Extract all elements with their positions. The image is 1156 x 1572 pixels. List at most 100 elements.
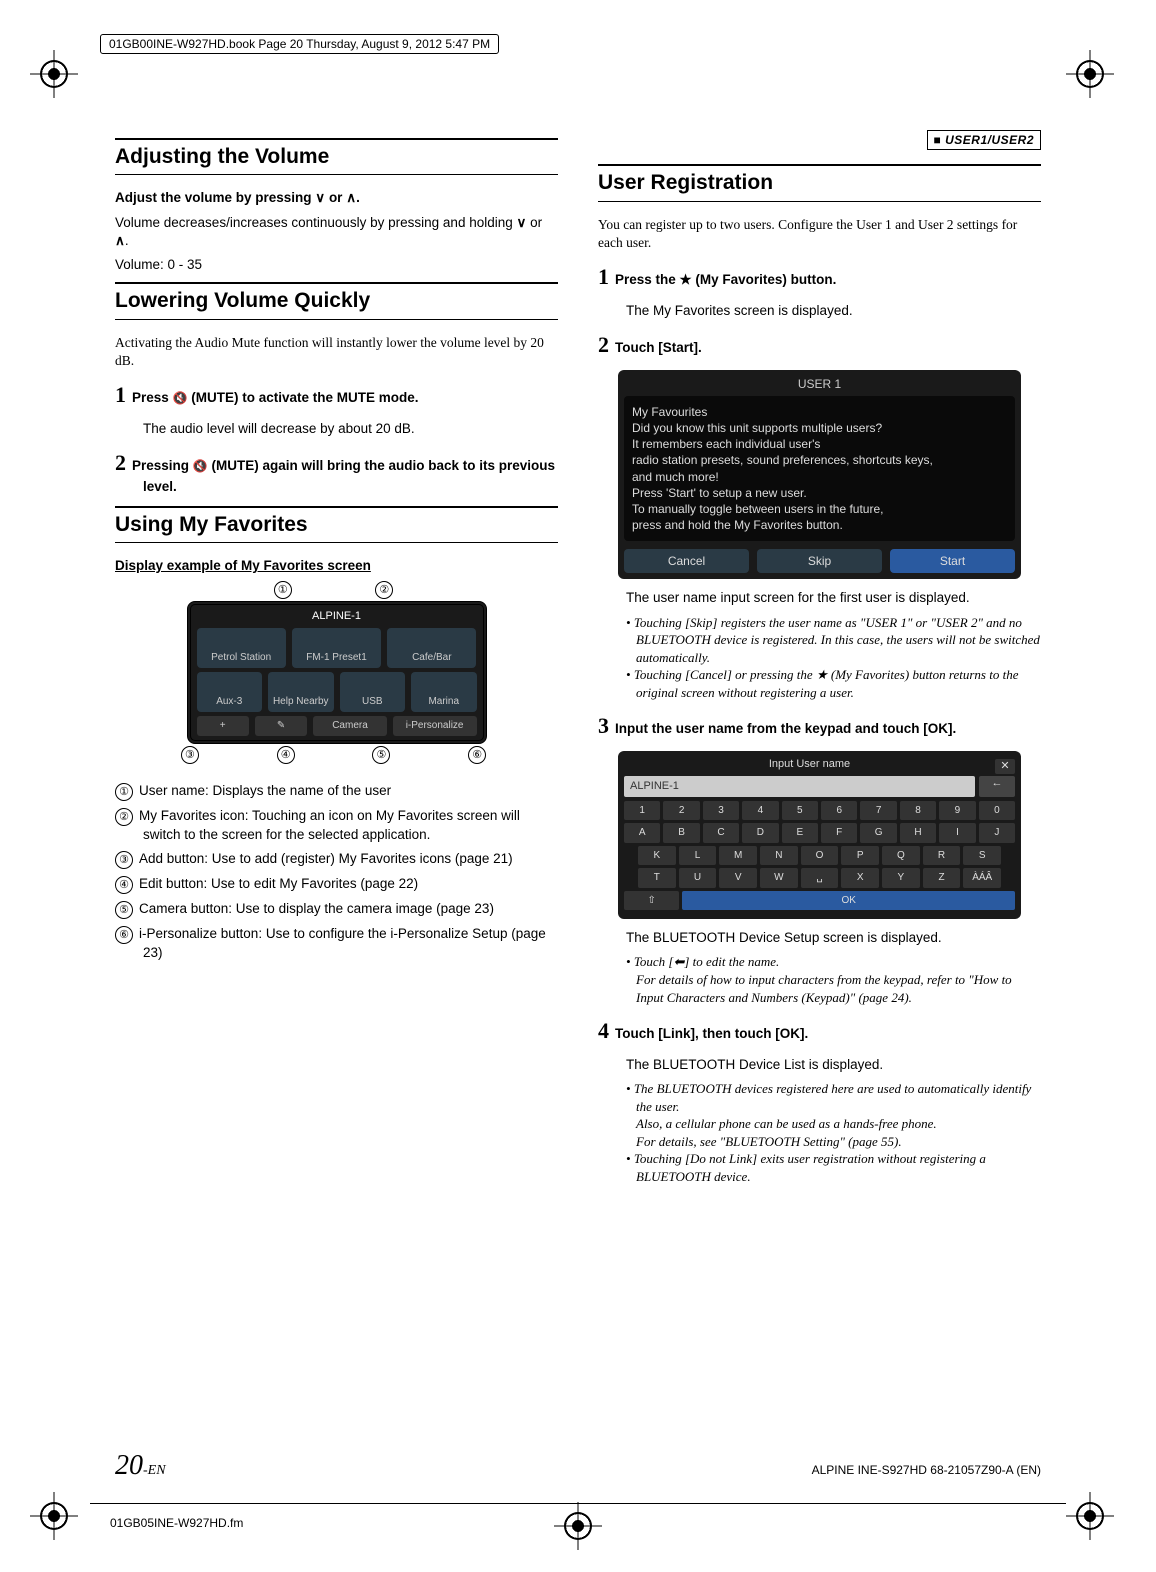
keypad-row: TUVW␣XYZÀÁÂ <box>624 868 1015 888</box>
volume-instruction: Adjust the volume by pressing or . <box>115 189 558 207</box>
add-button: + <box>197 716 249 736</box>
volume-up-icon <box>346 190 356 205</box>
arrow-left-icon <box>673 954 684 969</box>
user1-dialog: USER 1 My Favourites Did you know this u… <box>618 370 1021 580</box>
key: 1 <box>624 801 660 821</box>
fav-row: Aux-3 Help Nearby USB Marina <box>197 672 477 712</box>
start-button: Start <box>890 549 1015 573</box>
skip-button: Skip <box>757 549 882 573</box>
fav-tile: FM-1 Preset1 <box>292 628 381 668</box>
page-number: 20-EN <box>115 1450 166 1482</box>
dialog-buttons: Cancel Skip Start <box>624 549 1015 573</box>
bt-note-1: • The BLUETOOTH devices registered here … <box>626 1080 1041 1150</box>
callout-item-6: ⑥i-Personalize button: Use to configure … <box>115 925 558 962</box>
dialog-line: and much more! <box>632 469 1007 485</box>
key: 5 <box>782 801 818 821</box>
callout-item-5: ⑤Camera button: Use to display the camer… <box>115 900 558 919</box>
key: B <box>663 823 699 843</box>
key: I <box>939 823 975 843</box>
keypad-input-row: ALPINE-1 ← <box>624 776 1015 797</box>
section-my-favorites: Using My Favorites <box>115 506 558 543</box>
favorites-screenshot: ALPINE-1 Petrol Station FM-1 Preset1 Caf… <box>187 601 487 743</box>
fav-tile: Petrol Station <box>197 628 286 668</box>
reg-step-1: 1Press the (My Favorites) button. <box>598 262 1041 292</box>
callout-item-2: ②My Favorites icon: Touching an icon on … <box>115 807 558 844</box>
volume-down-icon <box>517 215 527 230</box>
dialog-line: Press 'Start' to setup a new user. <box>632 485 1007 501</box>
key: W <box>760 868 798 888</box>
favorites-star-icon <box>680 272 692 287</box>
skip-note: • Touching [Skip] registers the user nam… <box>626 614 1041 667</box>
key: E <box>782 823 818 843</box>
user-tag: ■ USER1/USER2 <box>927 130 1041 150</box>
key: F <box>821 823 857 843</box>
mute-icon <box>173 390 188 405</box>
bt-note-2: • Touching [Do not Link] exits user regi… <box>626 1150 1041 1185</box>
key: A <box>624 823 660 843</box>
reg-step-2-sub: The user name input screen for the first… <box>626 589 1041 607</box>
keypad-dialog: Input User name ✕ ALPINE-1 ← 1234567890 … <box>618 751 1021 919</box>
fav-username: ALPINE-1 <box>197 609 477 624</box>
fav-tile: Cafe/Bar <box>387 628 476 668</box>
close-icon: ✕ <box>995 759 1015 774</box>
username-input: ALPINE-1 <box>624 776 975 797</box>
dialog-body: My Favourites Did you know this unit sup… <box>624 396 1015 542</box>
key: G <box>860 823 896 843</box>
favorites-star-icon <box>816 667 828 682</box>
reg-step-1-sub: The My Favorites screen is displayed. <box>626 302 1041 320</box>
callout-row-bottom: ③ ④ ⑤ ⑥ <box>145 746 528 764</box>
volume-hold-note: Volume decreases/increases continuously … <box>115 214 558 250</box>
key: ÀÁÂ <box>963 868 1001 888</box>
key: S <box>963 846 1001 866</box>
key: P <box>841 846 879 866</box>
dialog-line: It remembers each individual user's <box>632 436 1007 452</box>
key: T <box>638 868 676 888</box>
key: V <box>719 868 757 888</box>
backspace-icon: ← <box>979 776 1015 797</box>
volume-up-icon <box>115 233 125 248</box>
key: H <box>900 823 936 843</box>
reg-step-2: 2Touch [Start]. <box>598 330 1041 360</box>
key: 9 <box>939 801 975 821</box>
key: 3 <box>703 801 739 821</box>
dialog-line: press and hold the My Favorites button. <box>632 517 1007 533</box>
key: X <box>841 868 879 888</box>
keypad-title: Input User name <box>624 757 995 772</box>
section-lowering-volume: Lowering Volume Quickly <box>115 282 558 319</box>
key: M <box>719 846 757 866</box>
dialog-line: radio station presets, sound preferences… <box>632 452 1007 468</box>
cancel-note: • Touching [Cancel] or pressing the (My … <box>626 666 1041 701</box>
dialog-title: USER 1 <box>624 376 1015 392</box>
header-stamp: 01GB00INE-W927HD.book Page 20 Thursday, … <box>100 34 499 54</box>
mute-intro: Activating the Audio Mute function will … <box>115 334 558 370</box>
document-id: ALPINE INE-S927HD 68-21057Z90-A (EN) <box>812 1463 1041 1477</box>
reg-step-3: 3Input the user name from the keypad and… <box>598 711 1041 741</box>
dialog-line: Did you know this unit supports multiple… <box>632 420 1007 436</box>
crop-mark <box>1076 60 1116 100</box>
keypad-row: ⇧ OK <box>624 891 1015 911</box>
key: Z <box>923 868 961 888</box>
key: N <box>760 846 798 866</box>
mute-icon <box>193 458 208 473</box>
key-space: ␣ <box>801 868 839 888</box>
registration-intro: You can register up to two users. Config… <box>598 216 1041 252</box>
volume-down-icon <box>315 190 325 205</box>
key: 7 <box>860 801 896 821</box>
key: Q <box>882 846 920 866</box>
fav-tile: Marina <box>411 672 477 712</box>
dialog-line: To manually toggle between users in the … <box>632 501 1007 517</box>
fav-bottom-row: + ✎ Camera i-Personalize <box>197 716 477 736</box>
keypad-row: KLMNOPQRS <box>624 846 1015 866</box>
key: L <box>679 846 717 866</box>
favorites-caption: Display example of My Favorites screen <box>115 557 558 575</box>
section-user-registration: User Registration <box>598 164 1041 201</box>
mute-step-1: 1Press (MUTE) to activate the MUTE mode. <box>115 380 558 410</box>
callout-row-top: ① ② <box>235 581 438 599</box>
manual-page: 01GB00INE-W927HD.book Page 20 Thursday, … <box>0 0 1156 1572</box>
reg-step-4-sub: The BLUETOOTH Device List is displayed. <box>626 1056 1041 1074</box>
camera-button: Camera <box>313 716 386 736</box>
callout-item-1: ①User name: Displays the name of the use… <box>115 782 558 801</box>
keypad-row: ABCDEFGHIJ <box>624 823 1015 843</box>
key: O <box>801 846 839 866</box>
ok-button: OK <box>682 891 1015 911</box>
